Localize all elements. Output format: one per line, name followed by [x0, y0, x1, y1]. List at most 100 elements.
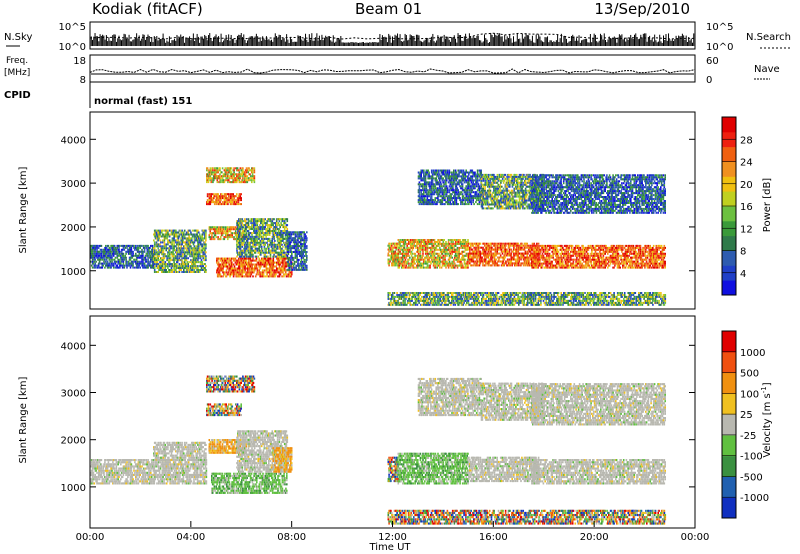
range-cell — [246, 261, 248, 264]
range-cell — [302, 243, 305, 246]
range-cell — [228, 177, 231, 180]
range-cell — [153, 257, 155, 260]
range-cell — [454, 250, 456, 253]
range-cell — [454, 250, 457, 253]
range-cell — [284, 226, 287, 229]
range-cell — [114, 250, 117, 253]
range-cell — [166, 247, 168, 250]
range-cell — [431, 258, 433, 261]
range-cell — [239, 199, 242, 202]
range-cell — [247, 222, 250, 225]
range-cell — [192, 259, 195, 262]
range-cell — [198, 239, 201, 242]
range-cell — [246, 243, 249, 246]
range-cell — [236, 255, 238, 258]
range-cell — [242, 235, 244, 238]
range-cell — [259, 275, 261, 278]
range-cell — [434, 241, 437, 243]
range-cell — [173, 233, 175, 236]
range-cell — [295, 241, 297, 244]
range-cell — [265, 224, 267, 227]
range-cell — [241, 241, 244, 244]
range-cell — [393, 252, 396, 255]
range-cell — [397, 260, 399, 263]
range-cell — [412, 258, 415, 261]
range-cell — [421, 256, 423, 259]
range-cell — [240, 232, 242, 235]
range-cell — [143, 256, 146, 259]
range-cell — [191, 235, 194, 238]
range-cell — [271, 247, 274, 250]
range-cell — [91, 266, 94, 269]
range-cell — [442, 260, 445, 263]
range-cell — [418, 199, 421, 202]
range-cell — [417, 252, 420, 255]
range-cell — [408, 262, 410, 265]
range-cell — [91, 258, 94, 261]
range-cell — [242, 265, 245, 268]
range-cell — [244, 267, 246, 270]
range-cell — [454, 254, 456, 257]
range-cell — [239, 275, 241, 278]
range-cell — [423, 183, 425, 186]
range-cell — [243, 171, 246, 174]
range-cell — [268, 230, 270, 232]
range-cell — [420, 195, 422, 198]
range-cell — [283, 241, 285, 244]
range-cell — [288, 263, 290, 266]
range-cell — [251, 263, 253, 266]
range-cell — [400, 244, 402, 247]
range-cell — [269, 275, 271, 278]
range-cell — [210, 169, 212, 172]
range-cell — [234, 238, 237, 241]
range-cell — [245, 243, 248, 246]
range-cell — [223, 195, 226, 198]
range-cell — [122, 254, 125, 257]
range-cell — [248, 245, 251, 248]
range-cell — [461, 258, 464, 261]
range-cell — [254, 226, 257, 229]
range-cell — [409, 262, 412, 265]
range-cell — [228, 263, 230, 266]
range-cell — [275, 255, 278, 258]
range-cell — [260, 218, 263, 221]
range-cell — [189, 251, 191, 254]
range-cell — [263, 261, 266, 264]
range-cell — [233, 267, 236, 270]
range-cell — [215, 236, 218, 239]
range-cell — [430, 256, 432, 259]
range-cell — [184, 247, 187, 250]
range-cell — [423, 246, 425, 249]
range-cell — [416, 250, 418, 253]
range-cell — [97, 252, 100, 255]
range-cell — [413, 260, 415, 263]
range-cell — [171, 269, 174, 271]
range-cell — [128, 248, 131, 251]
range-cell — [111, 244, 113, 247]
range-cell — [432, 254, 434, 257]
range-cell — [464, 254, 467, 257]
range-cell — [434, 256, 437, 259]
range-cell — [226, 169, 228, 172]
range-cell — [211, 234, 213, 237]
range-cell — [301, 255, 304, 257]
range-cell — [216, 263, 219, 266]
range-cell — [167, 251, 169, 254]
range-cell — [458, 239, 460, 241]
range-cell — [212, 199, 214, 202]
range-cell — [195, 265, 197, 268]
range-cell — [277, 241, 280, 244]
range-cell — [241, 269, 244, 272]
range-cell — [456, 248, 459, 251]
range-cell — [273, 261, 275, 264]
range-cell — [192, 241, 195, 244]
range-cell — [268, 243, 271, 246]
range-cell — [160, 249, 162, 252]
range-cell — [195, 261, 197, 264]
range-cell — [167, 267, 169, 269]
range-cell — [142, 262, 145, 265]
range-cell — [210, 201, 212, 204]
range-cell — [260, 232, 263, 234]
range-cell — [432, 258, 435, 261]
range-cell — [155, 237, 158, 240]
